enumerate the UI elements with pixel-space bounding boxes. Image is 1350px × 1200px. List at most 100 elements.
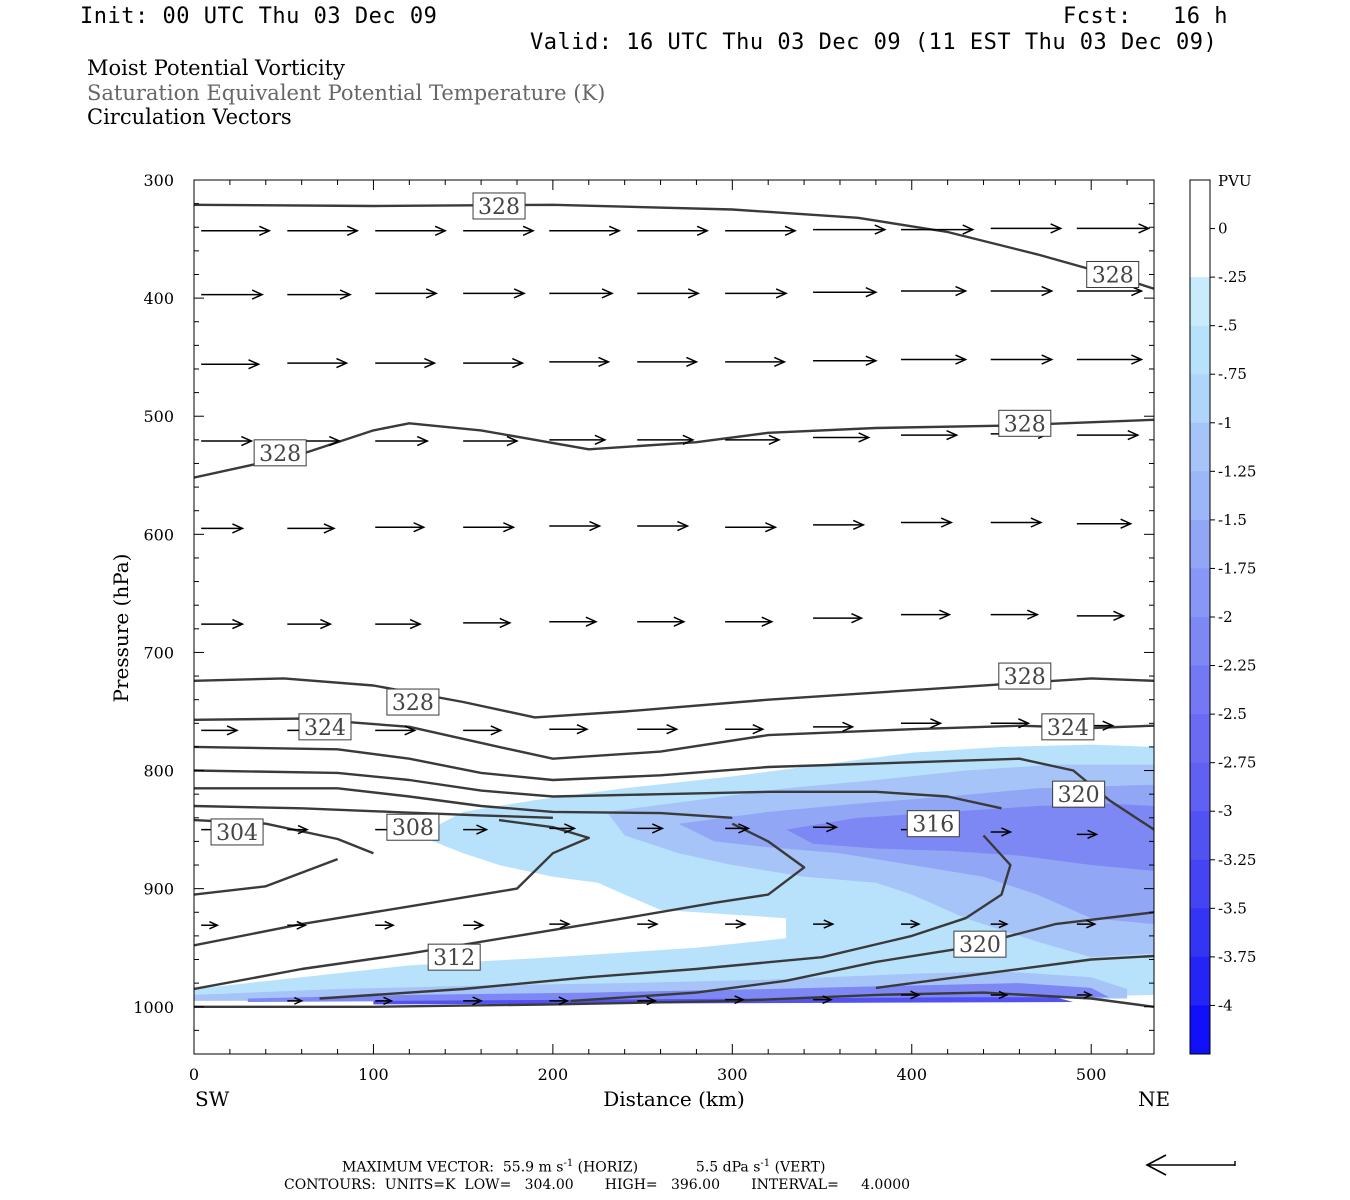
theta-e-contour-308 [194, 804, 553, 819]
y-tick-label: 300 [143, 171, 174, 190]
contour-label-box [386, 813, 440, 841]
x-tick-label: 200 [538, 1065, 569, 1084]
vector-head [1041, 285, 1054, 297]
y-tick-label: 600 [143, 525, 174, 544]
vector-head [852, 519, 866, 531]
vector-head [1127, 429, 1140, 441]
circulation-vector [375, 618, 422, 630]
vector-head [651, 823, 665, 834]
circulation-vector [1076, 354, 1144, 365]
horiz-unit: m s [538, 1159, 564, 1176]
circulation-vector [549, 225, 622, 236]
contour-label: 316 [906, 810, 960, 838]
max-vector-label: MAXIMUM VECTOR: [342, 1159, 494, 1176]
plot-frame [193, 179, 1155, 1055]
contour-label: 320 [953, 930, 1007, 958]
contour-label-text: 328 [478, 195, 520, 220]
contour-label-text: 316 [912, 813, 954, 838]
vector-head [506, 435, 519, 447]
horiz-tag: (HORIZ) [577, 1159, 639, 1176]
circulation-vector [201, 725, 239, 736]
y-tick-label: 700 [143, 643, 174, 662]
vector-head [384, 920, 396, 930]
vector-head [1131, 285, 1144, 297]
circulation-vector [725, 356, 787, 368]
circulation-vector [1076, 285, 1144, 297]
circulation-vector [201, 523, 245, 534]
colorbar-swatch [1190, 762, 1210, 812]
vert-max-value: 5.5 [695, 1159, 719, 1176]
contour-label: 324 [298, 713, 352, 741]
colorbar-swatch [1190, 180, 1210, 230]
circulation-vector [900, 609, 952, 620]
vector-head [434, 225, 448, 236]
theta-e-contour-312 [194, 787, 733, 819]
vector-head [425, 288, 439, 299]
circulation-vector [990, 354, 1054, 365]
circulation-vector [725, 288, 788, 299]
contour-label: 328 [1086, 260, 1140, 288]
y-tick-label: 400 [143, 289, 174, 308]
circulation-vector [990, 827, 1013, 837]
circulation-vector [900, 990, 921, 1000]
circulation-vector [637, 996, 657, 1006]
vector-head [910, 919, 921, 929]
vector-head [320, 618, 333, 630]
colorbar-tick-label: -.25 [1218, 268, 1247, 286]
vector-head [241, 435, 254, 447]
contour-label-text: 328 [259, 442, 301, 467]
circulation-vector [1076, 829, 1099, 840]
colorbar-swatch [1190, 859, 1210, 909]
x-tick-label: 300 [717, 1065, 748, 1084]
contour-label-text: 320 [959, 933, 1001, 958]
x-tick-label: 0 [189, 1065, 199, 1084]
colorbar-swatch [1190, 228, 1210, 278]
circulation-vector [990, 223, 1063, 234]
contour-label: 312 [427, 943, 481, 971]
circulation-vector [900, 517, 954, 528]
theta-e-contour-328 [194, 991, 1154, 1008]
colorbar-tick-label: -3.5 [1218, 899, 1247, 917]
vector-head [735, 919, 747, 929]
vector-head [476, 824, 489, 835]
vector-head [734, 995, 745, 1005]
circulation-vector [549, 520, 602, 532]
vector-head [687, 288, 701, 299]
vector-head [559, 919, 571, 929]
contour-label-text: 320 [1058, 783, 1100, 808]
vector-head [822, 995, 833, 1005]
colorbar-swatch [1190, 908, 1210, 958]
circulation-vector [637, 520, 690, 532]
circulation-vector [287, 523, 336, 534]
theta-e-contour-316 [319, 834, 1012, 1000]
contour-label-box [386, 688, 440, 716]
vector-head [874, 224, 887, 235]
circulation-vector [463, 996, 483, 1006]
vector-head [404, 725, 417, 736]
colorbar-tick-label: -3.25 [1218, 851, 1256, 869]
circulation-vector [900, 354, 968, 365]
theta-e-contour-304 [194, 857, 339, 896]
colorbar-tick-label: 0 [1218, 220, 1228, 238]
circulation-vector [813, 919, 835, 929]
vector-head [752, 724, 765, 735]
x-end-label-right: NE [1138, 1087, 1170, 1111]
circulation-vector [725, 823, 751, 834]
vector-head [226, 725, 239, 736]
contour-label: 328 [998, 409, 1052, 437]
circulation-vector [637, 616, 686, 627]
circulation-vector [1076, 990, 1094, 999]
circulation-vector [549, 823, 577, 834]
vector-head [259, 225, 272, 236]
circulation-vector [287, 357, 349, 369]
vector-head [1050, 223, 1063, 234]
contour-label: 328 [386, 688, 440, 716]
vector-head [558, 996, 570, 1006]
vector-head [424, 357, 437, 369]
field-label-mpv: Moist Potential Vorticity [87, 56, 345, 80]
vector-head [248, 359, 261, 370]
circulation-vector [375, 522, 426, 533]
circulation-vector [375, 225, 448, 236]
circulation-vector [637, 919, 659, 929]
vector-head [865, 287, 878, 298]
